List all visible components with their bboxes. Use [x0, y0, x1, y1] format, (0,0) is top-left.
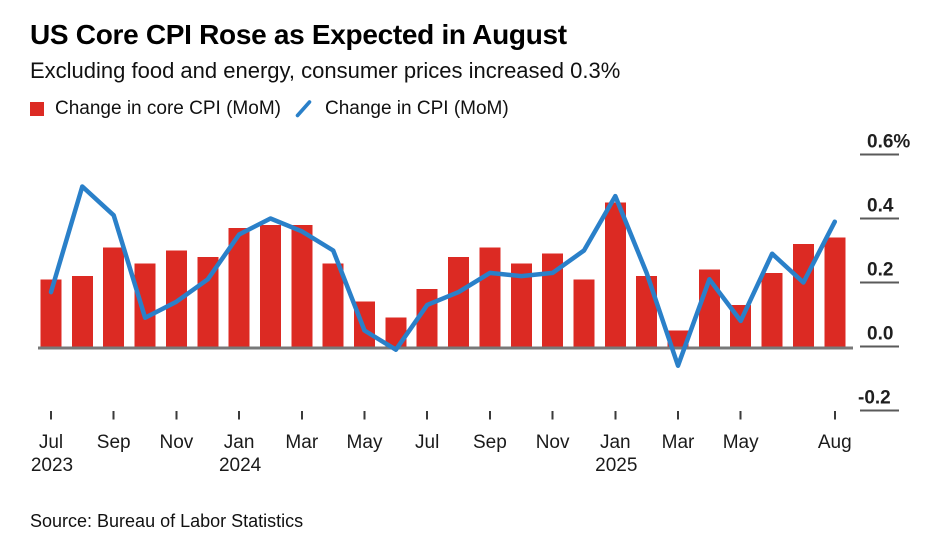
- legend-line-swatch-icon: [294, 99, 314, 119]
- x-axis-month-label: Jul: [415, 432, 439, 453]
- x-axis-month-label: Jul: [39, 432, 63, 453]
- bar: [197, 256, 219, 348]
- legend-line-label: Change in CPI (MoM): [324, 98, 509, 119]
- bar: [40, 279, 62, 348]
- chart-subtitle: Excluding food and energy, consumer pric…: [30, 58, 621, 83]
- bar: [761, 272, 783, 348]
- x-axis-month-label: Mar: [285, 432, 318, 453]
- y-axis-label: -0.2: [858, 388, 891, 409]
- y-axis-label: 0.2: [867, 260, 893, 281]
- x-axis-month-label: Jan: [600, 432, 631, 453]
- x-axis-month-label: Aug: [818, 432, 852, 453]
- bar: [542, 253, 564, 348]
- bar: [134, 263, 156, 348]
- x-axis-month-label: Nov: [536, 432, 570, 453]
- y-axis-label: 0.0: [867, 324, 893, 345]
- bar: [824, 237, 846, 348]
- x-axis-month-label: May: [347, 432, 383, 453]
- chart-title: US Core CPI Rose as Expected in August: [30, 19, 567, 50]
- bar: [510, 263, 532, 348]
- bar: [103, 247, 125, 348]
- x-axis-month-label: Jan: [224, 432, 255, 453]
- bar: [71, 276, 93, 348]
- bar: [228, 228, 250, 348]
- bar: [259, 224, 281, 348]
- legend-bar-label: Change in core CPI (MoM): [55, 98, 281, 119]
- bar: [792, 244, 814, 348]
- x-axis-month-label: Sep: [473, 432, 507, 453]
- x-axis-year-label: 2025: [595, 455, 637, 476]
- bar: [636, 276, 658, 348]
- bar: [573, 279, 595, 348]
- bar: [604, 202, 626, 348]
- bar: [479, 247, 501, 348]
- x-axis-year-label: 2023: [31, 455, 73, 476]
- x-axis-month-label: May: [723, 432, 759, 453]
- x-axis-month-label: Sep: [97, 432, 131, 453]
- x-axis-month-label: Nov: [160, 432, 194, 453]
- cpi-line: [48, 184, 838, 368]
- bar: [322, 263, 344, 348]
- legend: Change in core CPI (MoM) Change in CPI (…: [30, 98, 509, 120]
- bar: [448, 256, 470, 348]
- x-axis-year-label: 2024: [219, 455, 262, 476]
- bar: [291, 224, 313, 348]
- source-note: Source: Bureau of Labor Statistics: [30, 511, 304, 531]
- legend-bar-swatch-icon: [30, 102, 44, 116]
- y-axis-label: 0.4: [867, 196, 894, 217]
- y-axis-label: 0.6%: [867, 132, 910, 153]
- x-axis-month-label: Mar: [662, 432, 695, 453]
